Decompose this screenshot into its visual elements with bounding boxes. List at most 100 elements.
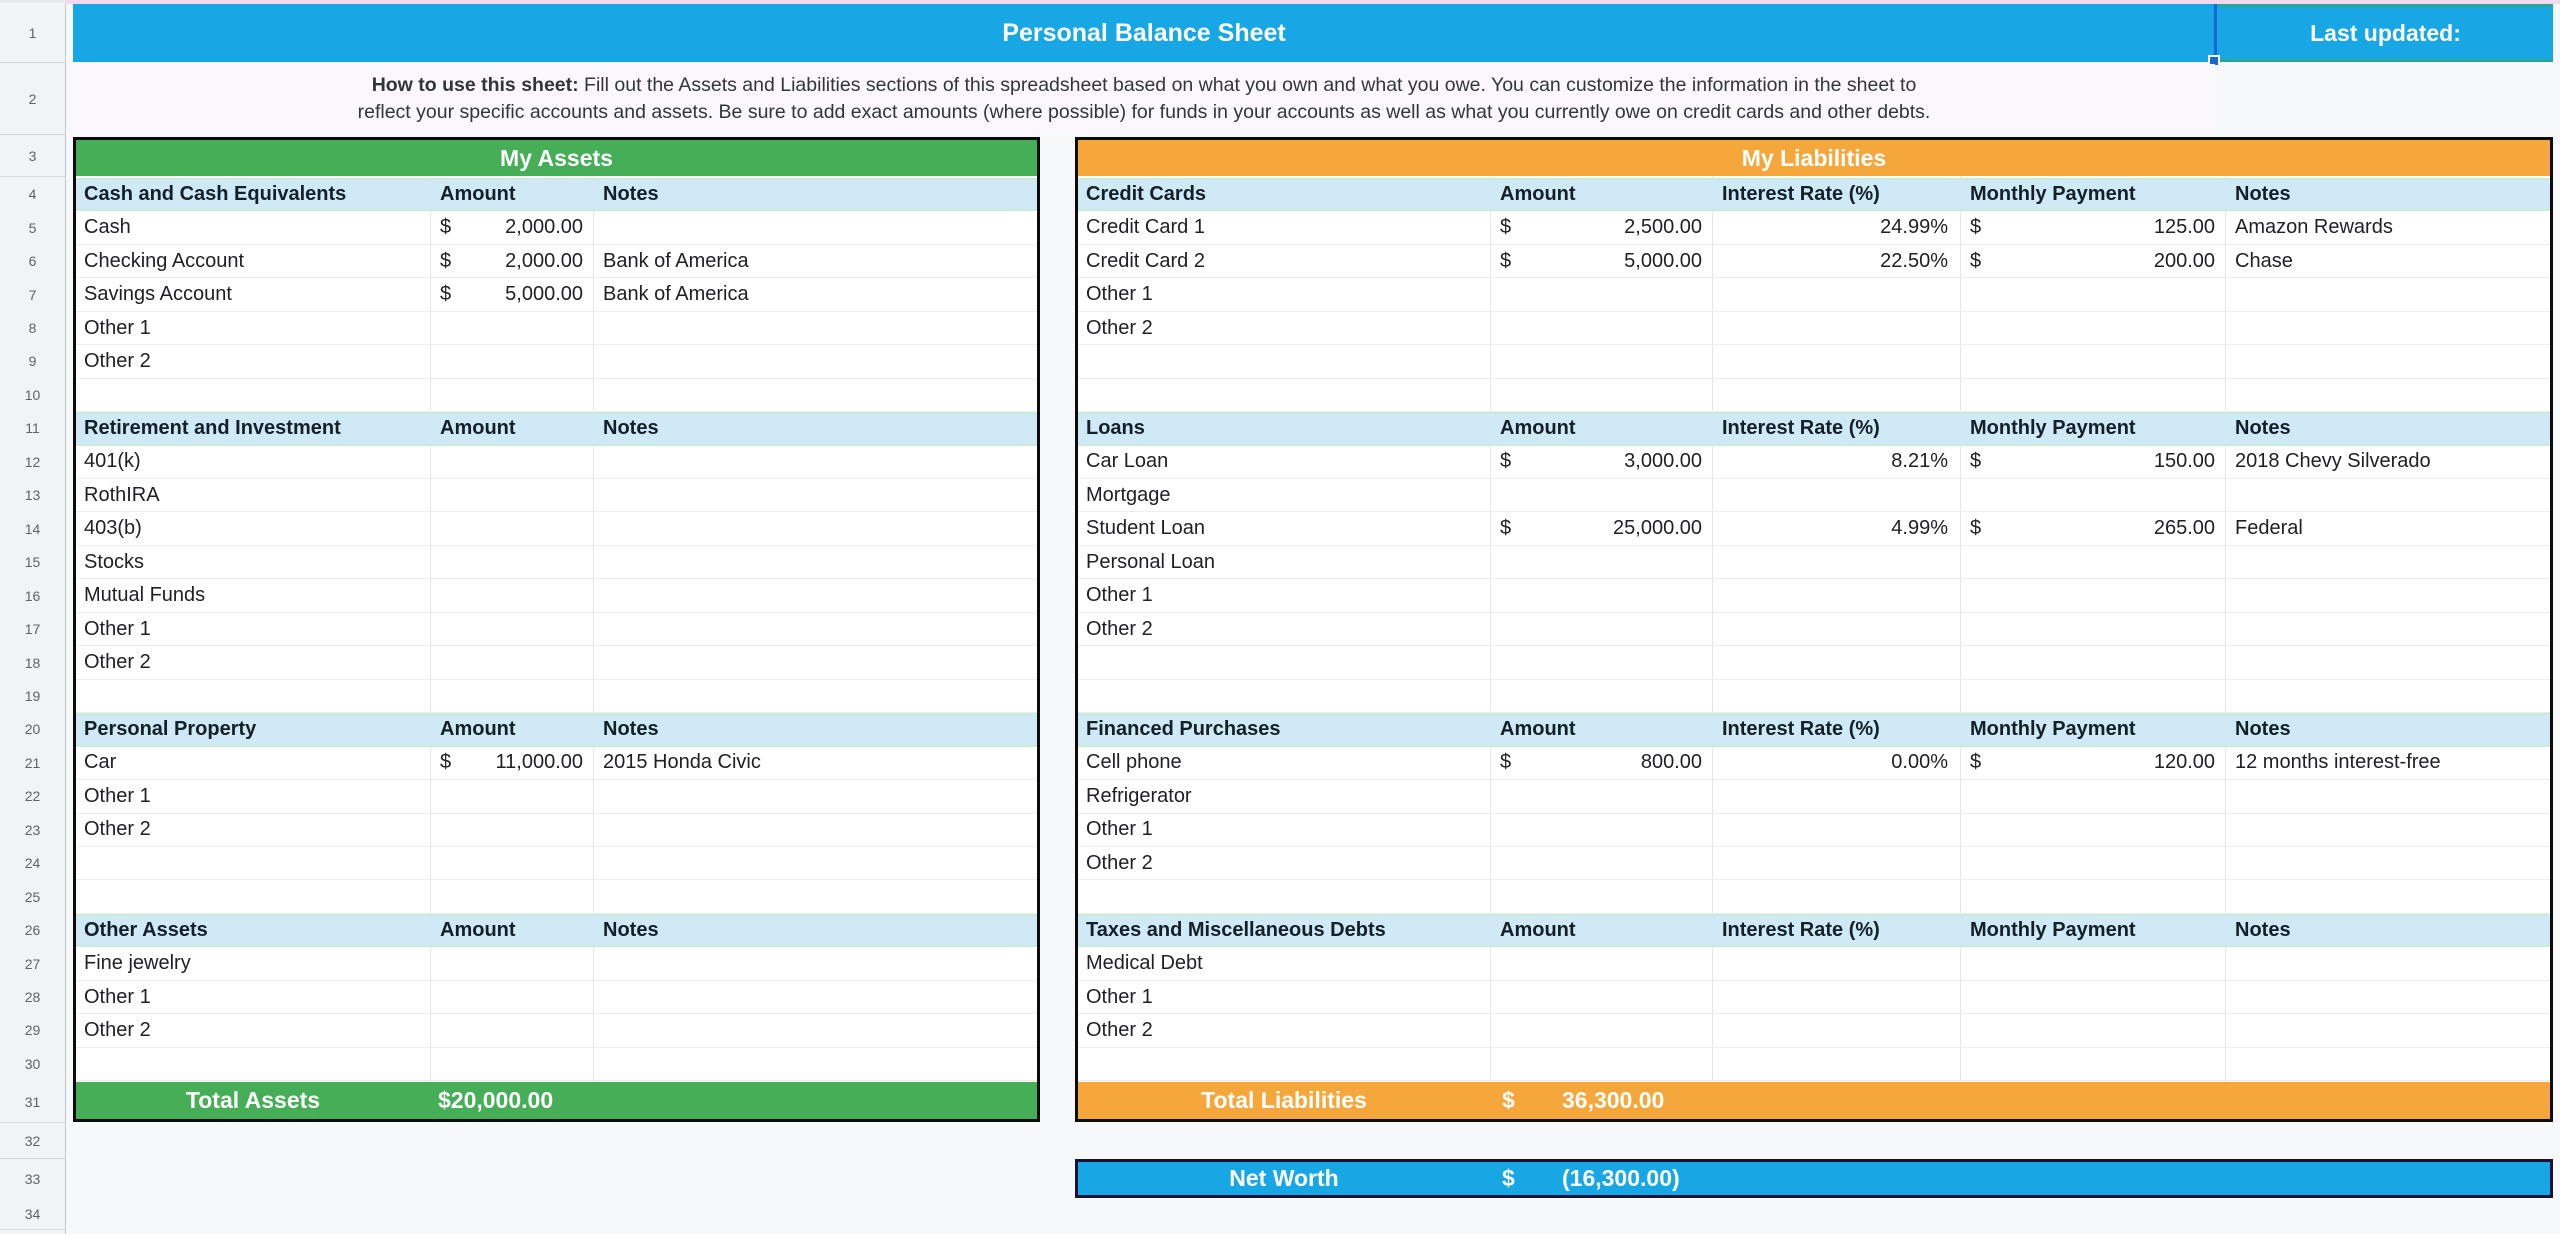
sheet-row-27[interactable]: Fine jewelry <box>76 947 1037 981</box>
row-header-13[interactable]: 13 <box>0 478 65 514</box>
liabilities-table: My Liabilities Credit Cards Amount Interes… <box>1075 137 2553 1122</box>
sheet-row-13[interactable]: Mortgage <box>1078 479 2550 513</box>
row-header-23[interactable]: 23 <box>0 812 65 848</box>
sheet-row-28[interactable]: Other 1 <box>1078 981 2550 1015</box>
sheet-row-13[interactable]: RothIRA <box>76 479 1037 513</box>
total-assets-row[interactable]: Total Assets $20,000.00 <box>76 1082 1037 1119</box>
sheet-row-16[interactable]: Other 1 <box>1078 579 2550 613</box>
section-header-row-4[interactable]: Credit Cards Amount Interest Rate (%) Month… <box>1078 178 2550 212</box>
sheet-row-15[interactable]: Personal Loan <box>1078 546 2550 580</box>
sheet-row-30[interactable] <box>1078 1048 2550 1082</box>
sheet-row-18[interactable]: Other 2 <box>76 646 1037 680</box>
row-header-1[interactable]: 1 <box>0 3 65 63</box>
section-header-row-11[interactable]: Retirement and Investment Amount Notes <box>76 412 1037 446</box>
total-assets-value: $20,000.00 <box>438 1087 554 1113</box>
sheet-row-21[interactable]: Car $11,000.00 2015 Honda Civic <box>76 747 1037 781</box>
sheet-row-30[interactable] <box>76 1048 1037 1082</box>
sheet-row-14[interactable]: 403(b) <box>76 513 1037 546</box>
row-header-33[interactable]: 33 <box>0 1159 65 1199</box>
row-header-28[interactable]: 28 <box>0 979 65 1016</box>
row-header-4[interactable]: 4 <box>0 177 65 213</box>
row-header-10[interactable]: 10 <box>0 377 65 414</box>
sheet-row-5[interactable]: Credit Card 1 $2,500.00 24.99% $125.00 Amazo… <box>1078 211 2550 245</box>
row-header-5[interactable]: 5 <box>0 210 65 246</box>
row-header-9[interactable]: 9 <box>0 344 65 380</box>
sheet-row-7[interactable]: Savings Account $5,000.00 Bank of America <box>76 278 1037 312</box>
sheet-row-25[interactable] <box>76 880 1037 914</box>
row-header-21[interactable]: 21 <box>0 745 65 782</box>
sheet-row-19[interactable] <box>76 680 1037 714</box>
sheet-row-9[interactable]: Other 2 <box>76 345 1037 379</box>
row-header-3[interactable]: 3 <box>0 136 65 177</box>
section-header-row-20[interactable]: Financed Purchases Amount Interest Rate (%… <box>1078 713 2550 747</box>
row-header-14[interactable]: 14 <box>0 511 65 547</box>
assets-banner-cell[interactable]: My Assets <box>76 140 1037 176</box>
row-header-25[interactable]: 25 <box>0 879 65 915</box>
sheet-row-22[interactable]: Refrigerator <box>1078 780 2550 814</box>
sheet-row-28[interactable]: Other 1 <box>76 981 1037 1015</box>
net-worth-row[interactable]: Net Worth $ (16,300.00) <box>1075 1159 2553 1198</box>
row-header-19[interactable]: 19 <box>0 678 65 715</box>
sheet-row-27[interactable]: Medical Debt <box>1078 947 2550 981</box>
row-header-2[interactable]: 2 <box>0 63 65 135</box>
sheet-row-29[interactable]: Other 2 <box>76 1014 1037 1048</box>
sheet-row-22[interactable]: Other 1 <box>76 780 1037 814</box>
row-header-7[interactable]: 7 <box>0 277 65 313</box>
sheet-row-12[interactable]: Car Loan $3,000.00 8.21% $150.00 2018 Chevy … <box>1078 446 2550 480</box>
section-header-row-20[interactable]: Personal Property Amount Notes <box>76 713 1037 747</box>
sheet-row-21[interactable]: Cell phone $800.00 0.00% $120.00 12 months i… <box>1078 747 2550 781</box>
sheet-row-7[interactable]: Other 1 <box>1078 278 2550 312</box>
sheet-row-10[interactable] <box>76 379 1037 413</box>
row-header-20[interactable]: 20 <box>0 712 65 748</box>
row-header-27[interactable]: 27 <box>0 946 65 982</box>
row-header-29[interactable]: 29 <box>0 1013 65 1049</box>
row-header-18[interactable]: 18 <box>0 645 65 681</box>
liabilities-banner-cell[interactable]: My Liabilities <box>1078 140 2550 176</box>
sheet-row-12[interactable]: 401(k) <box>76 446 1037 480</box>
row-header-26[interactable]: 26 <box>0 912 65 949</box>
sheet-row-17[interactable]: Other 1 <box>76 613 1037 647</box>
row-header-16[interactable]: 16 <box>0 578 65 614</box>
row-header-22[interactable]: 22 <box>0 779 65 815</box>
total-liabilities-row[interactable]: Total Liabilities $ 36,300.00 <box>1078 1082 2550 1119</box>
sheet-row-6[interactable]: Credit Card 2 $5,000.00 22.50% $200.00 Chase <box>1078 245 2550 279</box>
sheet-row-23[interactable]: Other 1 <box>1078 814 2550 847</box>
sheet-row-8[interactable]: Other 1 <box>76 312 1037 346</box>
page-title-cell[interactable]: Personal Balance Sheet <box>1002 19 1286 47</box>
sheet-row-5[interactable]: Cash $2,000.00 <box>76 211 1037 245</box>
row-header-8[interactable]: 8 <box>0 310 65 347</box>
row-header-11[interactable]: 11 <box>0 411 65 447</box>
section-header-row-26[interactable]: Taxes and Miscellaneous Debts Amount Inter… <box>1078 913 2550 948</box>
last-updated-cell[interactable]: Last updated: <box>2218 4 2553 62</box>
sheet-row-14[interactable]: Student Loan $25,000.00 4.99% $265.00 Federa… <box>1078 513 2550 546</box>
sheet-row-24[interactable]: Other 2 <box>1078 847 2550 881</box>
row-header-12[interactable]: 12 <box>0 444 65 481</box>
row-header-30[interactable]: 30 <box>0 1046 65 1083</box>
sheet-row-16[interactable]: Mutual Funds <box>76 579 1037 613</box>
row-header-6[interactable]: 6 <box>0 243 65 280</box>
sheet-row-8[interactable]: Other 2 <box>1078 312 2550 346</box>
row-header-24[interactable]: 24 <box>0 846 65 882</box>
sheet-row-23[interactable]: Other 2 <box>76 814 1037 847</box>
instructions-cell[interactable]: How to use this sheet: Fill out the Asse… <box>73 64 2215 134</box>
sheet-row-29[interactable]: Other 2 <box>1078 1014 2550 1048</box>
sheet-row-17[interactable]: Other 2 <box>1078 613 2550 647</box>
section-header-row-11[interactable]: Loans Amount Interest Rate (%) Monthly Paym… <box>1078 412 2550 446</box>
section-header-row-26[interactable]: Other Assets Amount Notes <box>76 913 1037 948</box>
sheet-row-15[interactable]: Stocks <box>76 546 1037 580</box>
sheet-row-24[interactable] <box>76 847 1037 881</box>
row-header-17[interactable]: 17 <box>0 611 65 648</box>
sheet-row-9[interactable] <box>1078 345 2550 379</box>
sheet-row-25[interactable] <box>1078 880 2550 914</box>
sheet-row-10[interactable] <box>1078 379 2550 413</box>
row-header-34[interactable]: 34 <box>0 1198 65 1230</box>
section-header-row-4[interactable]: Cash and Cash Equivalents Amount Notes <box>76 178 1037 212</box>
sheet-row-6[interactable]: Checking Account $2,000.00 Bank of America <box>76 245 1037 279</box>
row-header-32[interactable]: 32 <box>0 1124 65 1159</box>
row-header-31[interactable]: 31 <box>0 1081 65 1123</box>
sheet-row-19[interactable] <box>1078 680 2550 714</box>
row-header-15[interactable]: 15 <box>0 544 65 581</box>
column-header-rate: Interest Rate (%) <box>1722 718 1880 741</box>
sheet-row-18[interactable] <box>1078 646 2550 680</box>
